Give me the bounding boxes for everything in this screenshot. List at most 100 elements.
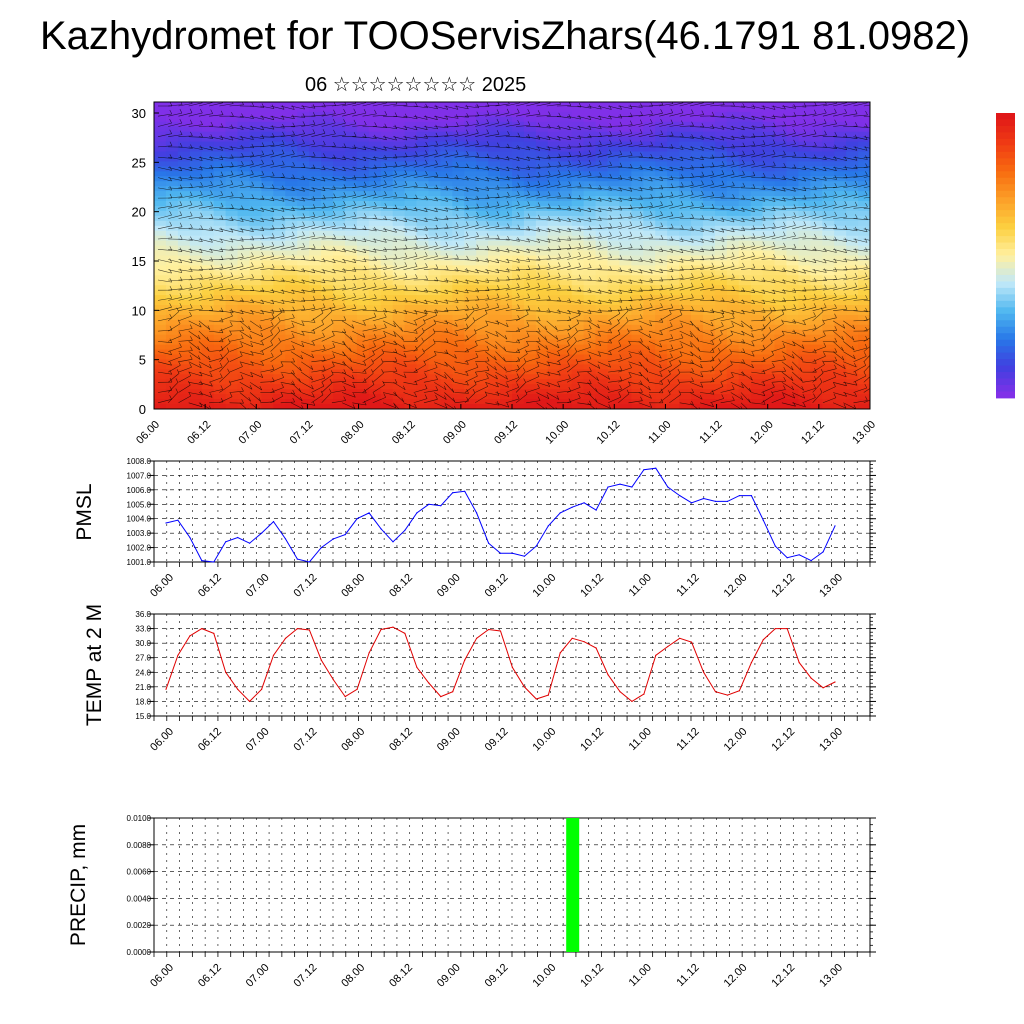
wind-barb-flag: [384, 135, 387, 140]
heatmap-cell: [679, 374, 692, 380]
heatmap-cell: [440, 210, 453, 217]
wind-barb: [485, 133, 500, 137]
wind-barb: [454, 154, 469, 158]
heatmap-cell: [500, 136, 513, 143]
heatmap-cell: [535, 309, 549, 316]
heatmap-cell: [452, 116, 465, 123]
wind-barb-flag: [568, 125, 571, 130]
heatmap-cell: [834, 176, 847, 182]
wind-barb-flag: [476, 187, 479, 192]
wind-barb: [454, 187, 469, 192]
heatmap-cell: [392, 181, 406, 187]
wind-barb: [638, 113, 653, 117]
heatmap-cell: [512, 116, 525, 123]
heatmap-cell: [500, 319, 513, 326]
wind-barb: [352, 167, 367, 171]
heatmap-cell: [535, 290, 549, 296]
heatmap-cell: [595, 270, 609, 276]
wind-barb: [209, 194, 223, 199]
heatmap-cell: [846, 384, 859, 390]
wind-barb: [475, 156, 490, 159]
heatmap-cell: [846, 102, 859, 108]
heatmap-cell: [154, 250, 167, 257]
heatmap-cell: [762, 166, 776, 172]
heatmap-cell: [321, 275, 334, 281]
heatmap-cell: [774, 196, 788, 202]
heatmap-cell: [679, 136, 692, 143]
heatmap-cell: [523, 230, 537, 237]
heatmap-cell: [416, 319, 430, 326]
heatmap-cell: [368, 191, 382, 197]
heatmap-cell: [177, 146, 191, 153]
heatmap-cell: [858, 384, 870, 390]
heatmap-cell: [595, 141, 609, 148]
heatmap-cell: [356, 161, 370, 167]
heatmap-cell: [786, 404, 799, 409]
heatmap-cell: [714, 196, 728, 202]
wind-barb-flag: [783, 113, 786, 118]
heatmap-cell: [691, 354, 704, 361]
heatmap-cell: [309, 384, 322, 390]
heatmap-cell: [595, 181, 609, 187]
heatmap-cell: [643, 295, 656, 301]
wind-barb-flag: [803, 119, 807, 124]
heatmap-cell: [535, 220, 549, 227]
heatmap-cell: [273, 354, 286, 361]
wind-barb-flag: [680, 108, 684, 114]
heatmap-cell: [595, 309, 609, 316]
wind-barb-flag: [343, 176, 346, 181]
heatmap-cell: [321, 314, 334, 321]
heatmap-cell: [333, 126, 346, 133]
heatmap-cell: [273, 121, 286, 128]
heatmap-cell: [762, 389, 776, 395]
heatmap-cell: [452, 220, 465, 227]
heatmap-cell: [702, 250, 716, 257]
heatmap-cell: [380, 394, 394, 400]
wind-barb-flag: [425, 170, 428, 176]
heatmap-cell: [189, 379, 203, 385]
heatmap-cell: [547, 364, 561, 370]
heatmap-cell: [774, 171, 788, 177]
heatmap-cell: [655, 339, 668, 346]
wind-barb: [546, 126, 561, 130]
heatmap-cell: [440, 255, 453, 262]
heatmap-cell: [154, 106, 167, 113]
heatmap-cell: [225, 111, 239, 118]
heatmap-cell: [535, 201, 549, 207]
heatmap-cell: [273, 399, 286, 405]
heatmap-cell: [440, 146, 453, 153]
heatmap-cell: [297, 285, 310, 291]
heatmap-cell: [631, 215, 644, 222]
heatmap-cell: [583, 275, 597, 281]
wind-barb: [679, 156, 694, 161]
heatmap-cell: [177, 280, 191, 286]
heatmap-cell: [356, 359, 370, 366]
heatmap-cell: [726, 270, 740, 276]
heatmap-cell: [655, 171, 668, 177]
heatmap-cell: [464, 161, 477, 167]
heatmap-cell: [165, 102, 179, 108]
wind-barb-flag: [312, 139, 316, 145]
heatmap-cell: [404, 305, 418, 311]
heatmap-cell: [285, 275, 298, 281]
heatmap-cell: [452, 260, 465, 266]
heatmap-cell: [225, 186, 239, 192]
heatmap-cell: [321, 260, 334, 266]
heatmap-cell: [273, 394, 286, 400]
heatmap-cell: [834, 404, 847, 409]
heatmap-cell: [380, 309, 394, 316]
wind-barb: [822, 135, 837, 137]
heatmap-cell: [619, 196, 632, 202]
heatmap-cell: [273, 111, 286, 118]
wind-barb-flag: [231, 111, 234, 117]
heatmap-cell: [249, 314, 262, 321]
heatmap-cell: [523, 121, 537, 128]
heatmap-cell: [619, 280, 632, 286]
wind-barb: [178, 195, 193, 199]
heatmap-cell: [655, 255, 668, 262]
heatmap-cell: [321, 399, 334, 405]
heatmap-cell: [416, 116, 430, 123]
heatmap-cell: [440, 389, 453, 395]
heatmap-cell: [440, 314, 453, 321]
heatmap-cell: [738, 305, 752, 311]
